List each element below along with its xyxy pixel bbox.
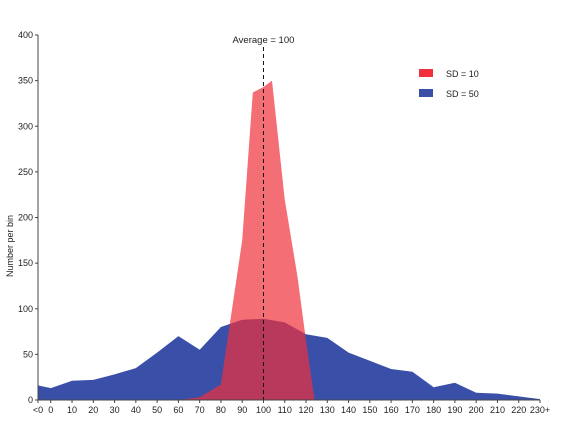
x-tick-label: 40 [131,405,141,415]
y-tick-label: 100 [18,304,33,314]
legend-swatch-sd10 [419,69,433,77]
x-tick-label: 180 [426,405,441,415]
x-tick-label: 60 [173,405,183,415]
y-axis-title: Number per bin [5,215,15,277]
x-tick-label: 0 [48,405,53,415]
x-tick-label: 100 [256,405,271,415]
x-tick-label: <0 [33,405,43,415]
x-tick-label: 110 [278,405,292,415]
x-tick-label: 150 [362,405,377,415]
x-tick-label: 30 [110,405,120,415]
x-tick-label: 80 [216,405,226,415]
y-tick-label: 350 [18,76,33,86]
x-tick-label: 210 [490,405,505,415]
y-tick-label: 400 [18,30,33,40]
x-tick-label: 120 [299,405,314,415]
legend-label-sd10: SD = 10 [446,69,479,79]
legend-swatch-sd50 [419,89,433,97]
x-tick-label: 50 [152,405,162,415]
x-tick-label: 160 [384,405,399,415]
x-tick-label: 170 [405,405,420,415]
x-tick-label: 190 [447,405,462,415]
x-tick-label: 220 [511,405,526,415]
y-tick-label: 150 [18,258,33,268]
y-tick-label: 250 [18,167,33,177]
x-tick-label: 70 [195,405,205,415]
x-tick-label: 90 [237,405,247,415]
average-annotation: Average = 100 [233,35,295,46]
x-tick-label: 10 [67,405,77,415]
x-tick-label: 200 [469,405,484,415]
y-tick-label: 0 [28,395,33,405]
x-tick-label: 140 [341,405,356,415]
y-tick-label: 50 [23,349,33,359]
legend: SD = 10 SD = 50 [419,69,479,99]
y-tick-label: 300 [18,121,33,131]
x-tick-label: 130 [320,405,335,415]
x-tick-label: 230+ [530,405,550,415]
y-tick-label: 200 [18,213,33,223]
series-area-sd-10 [178,80,315,400]
legend-label-sd50: SD = 50 [446,89,479,99]
x-tick-label: 20 [88,405,98,415]
